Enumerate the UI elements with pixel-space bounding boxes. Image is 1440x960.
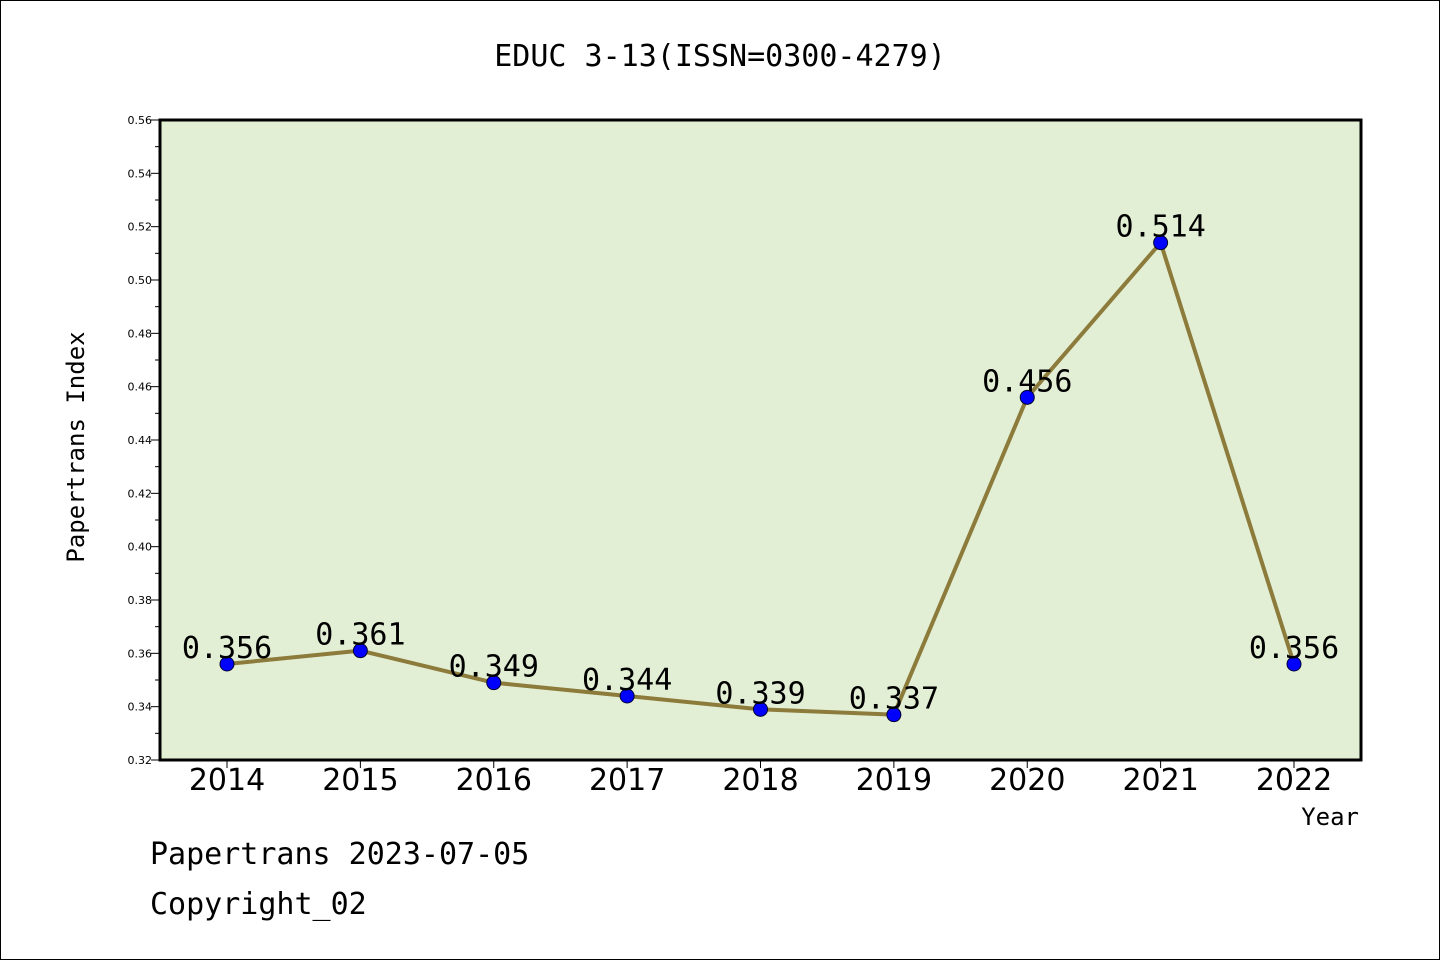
data-point-marker (352, 643, 368, 659)
data-label: 0.339 (715, 676, 805, 711)
footer-date: Papertrans 2023-07-05 (150, 837, 529, 872)
x-tick-label: 2014 (189, 763, 265, 798)
y-tick-label: 0.50 (128, 274, 153, 287)
y-tick-label: 0.36 (128, 647, 153, 660)
y-axis-title: Papertrans Index (62, 331, 90, 562)
data-point-marker (1019, 389, 1035, 405)
x-tick-label: 2015 (322, 763, 398, 798)
y-tick-label: 0.38 (128, 594, 153, 607)
x-tick-label: 2020 (989, 763, 1065, 798)
y-axis: 0.32 0.34 0.36 0.38 0.40 0.42 0.44 0.46 0.48 0.50… (128, 114, 160, 767)
y-tick-label: 0.34 (128, 701, 153, 714)
data-label: 0.349 (449, 650, 539, 685)
data-label: 0.337 (849, 682, 939, 717)
y-tick-label: 0.54 (128, 167, 153, 180)
x-tick-label: 2016 (456, 763, 532, 798)
x-tick-label: 2021 (1122, 763, 1198, 798)
x-tick-label: 2022 (1256, 763, 1332, 798)
data-point-marker (219, 656, 235, 672)
data-point-marker (1286, 656, 1302, 672)
y-tick-label: 0.32 (128, 754, 153, 767)
y-tick-label: 0.46 (128, 381, 153, 394)
x-tick-label: 2019 (856, 763, 932, 798)
data-point-marker (1153, 235, 1169, 251)
series-line-group (219, 235, 1302, 723)
data-point-marker (619, 688, 635, 704)
footer-copyright: Copyright_02 (150, 887, 367, 922)
x-axis: 2014 2015 2016 2017 2018 2019 2020 2021 2022 (189, 760, 1332, 798)
y-tick-label: 0.56 (128, 114, 153, 127)
chart-title: EDUC 3-13(ISSN=0300-4279) (494, 39, 946, 74)
data-label: 0.344 (582, 663, 672, 698)
data-label: 0.456 (982, 364, 1072, 399)
data-label: 0.356 (182, 631, 272, 666)
data-point-marker (486, 675, 502, 691)
data-label: 0.361 (315, 618, 405, 653)
x-tick-label: 2017 (589, 763, 665, 798)
data-label: 0.514 (1115, 210, 1205, 245)
y-tick-label: 0.40 (128, 541, 153, 554)
y-tick-label: 0.52 (128, 221, 153, 234)
x-axis-title: Year (1301, 803, 1359, 831)
y-tick-label: 0.42 (128, 487, 153, 500)
y-tick-label: 0.48 (128, 327, 153, 340)
data-point-marker (886, 707, 902, 723)
y-tick-label: 0.44 (128, 434, 153, 447)
data-point-marker (753, 701, 768, 717)
data-labels: 0.356 0.361 0.349 0.344 0.339 0.337 0.456 0.514… (182, 210, 1339, 717)
x-tick-label: 2018 (722, 763, 798, 798)
data-label: 0.356 (1249, 631, 1339, 666)
